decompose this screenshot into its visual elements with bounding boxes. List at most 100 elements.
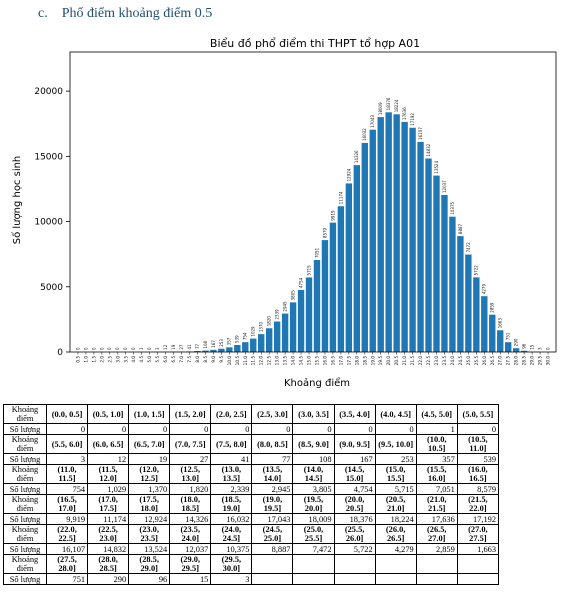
bar-value-label: 18009 — [378, 102, 383, 115]
bar-value-label: 2339 — [275, 309, 280, 320]
bar-value-label: 754 — [243, 332, 248, 340]
range-cell: (26.5, 27.0] — [415, 524, 458, 544]
table-row-count: Số lượng 16,107 14,832 13,524 12,037 10,375 8,… — [3, 543, 500, 555]
bar — [321, 240, 329, 352]
count-cell: 18,009 — [292, 513, 335, 525]
range-cell: (8.0, 8.5] — [251, 434, 294, 454]
bar-value-label: 10375 — [450, 201, 455, 214]
bar — [489, 314, 496, 352]
range-cell — [374, 554, 417, 574]
bar-value-label: 2859 — [490, 302, 495, 313]
range-cell: (14.0, 14.5] — [292, 464, 335, 484]
x-tick-label: 10.5 — [235, 356, 240, 366]
range-cell — [292, 554, 335, 574]
x-tick-label: 26.0 — [482, 356, 487, 366]
range-cell: (12.0, 12.5] — [128, 464, 171, 484]
bar-value-label: 290 — [514, 338, 519, 346]
bar — [202, 350, 209, 352]
count-cell: 253 — [374, 453, 417, 465]
x-tick-label: 22.0 — [418, 356, 423, 366]
bar-value-label: 3 — [155, 347, 160, 350]
bar — [305, 277, 313, 352]
count-cell: 2,339 — [210, 483, 253, 495]
range-cell: (22.5, 23.0] — [87, 524, 130, 544]
x-axis-label: Khoảng điểm — [284, 376, 350, 389]
bar-value-label: 15 — [529, 344, 534, 350]
range-cell: (7.0, 7.5] — [169, 434, 212, 454]
bar-value-label: 41 — [187, 344, 192, 350]
bar-value-label: 2945 — [283, 301, 288, 312]
section-label: c. — [38, 6, 48, 21]
y-tick-label: 20000 — [34, 87, 63, 97]
count-cell: 17,636 — [415, 513, 458, 525]
count-cell: 2,945 — [251, 483, 294, 495]
y-tick-label: 5000 — [40, 283, 63, 293]
range-cell: (8.5, 9.0] — [292, 434, 335, 454]
count-cell — [456, 573, 500, 585]
x-tick-label: 28.0 — [514, 356, 519, 366]
x-tick-label: 2.5 — [107, 356, 112, 363]
bar-value-label: 0 — [75, 347, 80, 350]
count-cell: 10,375 — [210, 543, 253, 555]
range-cell: (16.0, 16.5] — [456, 464, 500, 484]
bar — [393, 114, 400, 352]
bar-value-label: 1 — [139, 347, 144, 350]
count-cell: 751 — [45, 573, 89, 585]
range-cell: (1.5, 2.0] — [169, 404, 212, 424]
row-header: Số lượng — [3, 543, 47, 555]
bars: 0 0 0 0 0 0 0 0 1 0 3 12 19 27 41 77 108 167 253 357 539 754 1… — [75, 97, 550, 353]
bar — [337, 206, 345, 352]
bar — [425, 158, 432, 352]
bar — [242, 342, 249, 352]
count-cell: 108 — [292, 453, 335, 465]
x-tick-label: 11.0 — [243, 356, 248, 366]
count-cell: 0 — [210, 423, 253, 435]
range-cell: (9.5, 10.0] — [374, 434, 417, 454]
row-header: Khoảng điểm — [3, 434, 47, 454]
count-cell: 8,887 — [251, 543, 294, 555]
x-tick-label: 9.0 — [211, 356, 216, 363]
bar — [289, 302, 297, 352]
bar — [481, 296, 488, 352]
range-cell: (29.5, 30.0] — [210, 554, 253, 574]
bar-value-label: 7472 — [466, 242, 471, 253]
count-cell: 12,037 — [169, 543, 212, 555]
y-axis-label: Số lượng học sinh — [11, 156, 23, 245]
range-cell: (2.0, 2.5] — [210, 404, 253, 424]
bar-value-label: 1029 — [251, 326, 256, 337]
range-cell: (22.0, 22.5] — [45, 524, 89, 544]
range-cell: (20.5, 21.0] — [374, 494, 417, 514]
count-cell: 5,722 — [333, 543, 376, 555]
range-cell — [333, 554, 376, 574]
range-cell: (29.0, 29.5] — [169, 554, 212, 574]
y-tick-label: 0 — [57, 348, 63, 358]
range-cell: (3.5, 4.0] — [333, 404, 376, 424]
x-tick-label: 15.0 — [307, 356, 312, 366]
table-row-range: Khoảng điểm (0.0, 0.5] (0.5, 1.0] (1.0, 1.5… — [3, 404, 500, 424]
bar — [449, 216, 456, 352]
row-header: Khoảng điểm — [3, 554, 47, 574]
range-cell: (7.5, 8.0] — [210, 434, 253, 454]
bar — [512, 348, 520, 352]
count-cell: 77 — [251, 453, 294, 465]
x-tick-label: 13.5 — [283, 356, 288, 366]
count-cell: 1,663 — [456, 543, 500, 555]
x-tick-label: 22.5 — [426, 356, 431, 366]
range-cell: (9.0, 9.5] — [333, 434, 376, 454]
table-row-range: Khoảng điểm (5.5, 6.0] (6.0, 6.5] (6.5, 7.0… — [3, 434, 500, 454]
count-cell: 290 — [87, 573, 130, 585]
bar-value-label: 5715 — [306, 265, 311, 276]
count-cell: 0 — [374, 423, 417, 435]
range-cell — [251, 554, 294, 574]
count-cell: 14,326 — [169, 513, 212, 525]
row-header: Số lượng — [3, 573, 47, 585]
count-cell — [292, 573, 335, 585]
bar-value-label: 7051 — [314, 247, 319, 258]
x-tick-label: 13.0 — [275, 356, 280, 366]
bar — [210, 349, 217, 352]
count-cell: 0 — [128, 423, 171, 435]
count-cell: 3,805 — [292, 483, 335, 495]
range-cell: (24.0, 24.5] — [210, 524, 253, 544]
bar — [329, 222, 337, 352]
x-tick-label: 21.0 — [402, 356, 407, 366]
